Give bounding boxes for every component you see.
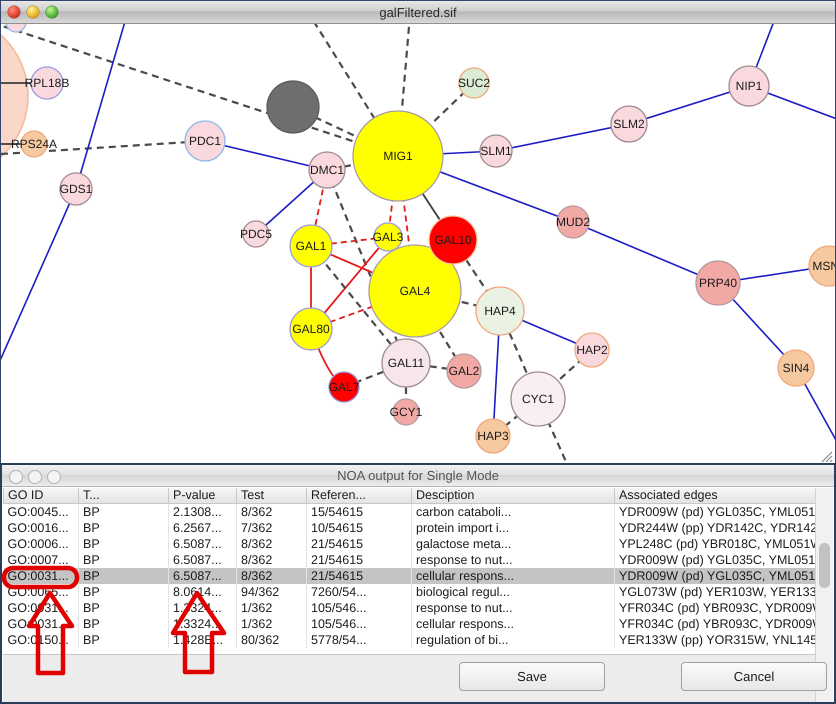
svg-text:DMC1: DMC1 xyxy=(310,163,344,177)
svg-text:GDS1: GDS1 xyxy=(60,182,93,196)
svg-text:RPL18B: RPL18B xyxy=(25,76,70,90)
svg-text:HAP4: HAP4 xyxy=(484,304,516,318)
svg-text:GAL4: GAL4 xyxy=(400,284,431,298)
svg-text:GAL11: GAL11 xyxy=(388,356,425,370)
svg-text:CYC1: CYC1 xyxy=(522,392,554,406)
svg-text:SIN4: SIN4 xyxy=(783,361,810,375)
svg-text:PDC5: PDC5 xyxy=(240,227,272,241)
svg-text:HAP3: HAP3 xyxy=(477,429,509,443)
svg-text:PRP40: PRP40 xyxy=(699,276,737,290)
svg-text:GAL2: GAL2 xyxy=(449,364,480,378)
svg-text:SUC2: SUC2 xyxy=(458,76,490,90)
svg-text:SLM2: SLM2 xyxy=(613,117,645,131)
svg-text:NIP1: NIP1 xyxy=(736,79,763,93)
svg-text:MSN5: MSN5 xyxy=(812,259,836,273)
svg-text:HAP2: HAP2 xyxy=(576,343,608,357)
svg-text:GAL3: GAL3 xyxy=(373,230,404,244)
svg-text:GAL1: GAL1 xyxy=(296,239,327,253)
svg-text:GCY1: GCY1 xyxy=(390,405,423,419)
svg-text:RPS24A: RPS24A xyxy=(11,137,57,151)
svg-text:SLM1: SLM1 xyxy=(480,144,512,158)
svg-text:MUD2: MUD2 xyxy=(556,215,590,229)
svg-text:MIG1: MIG1 xyxy=(383,149,413,163)
svg-text:GAL10: GAL10 xyxy=(434,233,472,247)
svg-text:GAL7: GAL7 xyxy=(329,380,360,394)
svg-text:PDC1: PDC1 xyxy=(189,134,221,148)
svg-text:GAL80: GAL80 xyxy=(292,322,330,336)
